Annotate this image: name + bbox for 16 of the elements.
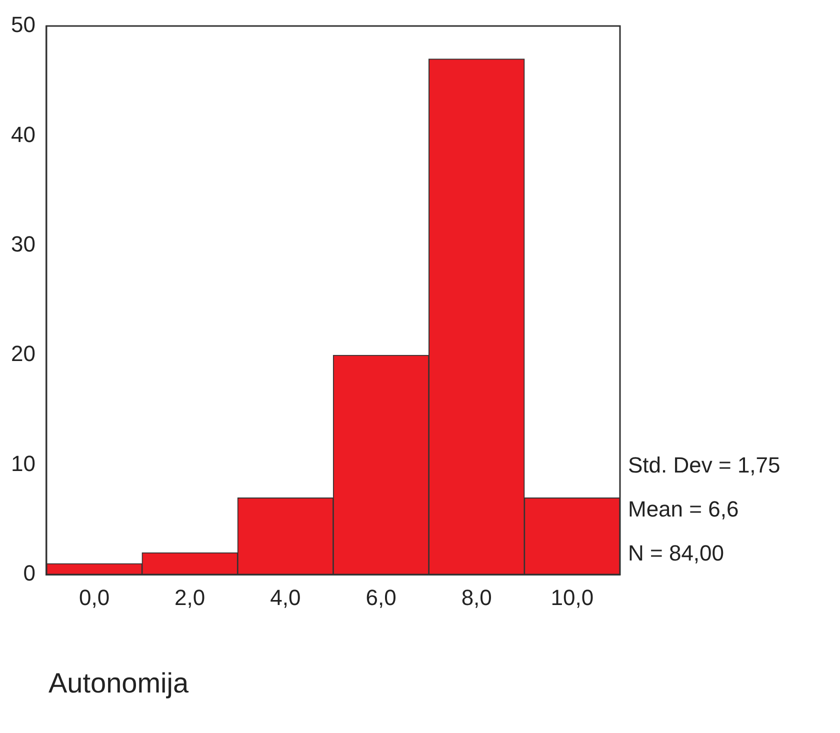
text: N = 84,00 — [628, 540, 724, 566]
x-tick-label: 2,0 — [174, 584, 206, 610]
x-tick-label: 6,0 — [366, 584, 396, 610]
x-tick-label: 0,0 — [78, 584, 110, 610]
y-tick-label: 0 — [23, 560, 36, 586]
text: Std. Dev = 1,75 — [628, 452, 780, 478]
y-tick-label: 10 — [10, 450, 36, 476]
y-tick-label: 40 — [10, 122, 36, 147]
y-tick-label: 20 — [10, 341, 36, 366]
x-tick-label: 4,0 — [270, 584, 301, 610]
x-tick-label: 10,0 — [550, 584, 594, 610]
x-axis-title: Autonomija — [48, 667, 189, 698]
x-tick-label: 8,0 — [461, 584, 492, 610]
y-tick-label: 50 — [10, 12, 36, 38]
y-tick-label: 30 — [10, 232, 36, 257]
text: Mean = 6,6 — [628, 496, 739, 522]
